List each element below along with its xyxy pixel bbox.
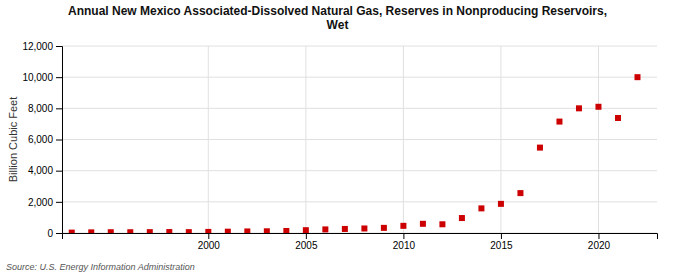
point [166,229,172,233]
tick-label: 2015 [490,240,513,251]
point [264,228,270,233]
point [478,205,484,211]
tick-mark [56,171,62,172]
title-line: Annual New Mexico Associated-Dissolved N… [68,4,607,18]
tick-label: 2000 [198,240,221,251]
grid [62,46,657,233]
grid-line [62,77,657,78]
point [361,225,367,231]
point [303,227,309,233]
point [400,223,406,229]
grid-line [62,201,657,202]
tick: 4,000 [28,165,62,176]
point [342,226,348,232]
tick-mark [56,77,62,78]
y-axis: 0 2,000 4,000 6,000 8,000 10,000 12,000 [22,41,62,239]
tick-label: 2010 [393,240,416,251]
tick-label: 4,000 [28,165,53,176]
title-line: Wet [327,18,349,32]
y-axis-title: Billion Cubic Feet [7,97,19,183]
grid-line [305,46,306,233]
tick: 12,000 [22,41,62,52]
tick: 2010 [393,233,416,251]
point [537,145,543,151]
point [556,119,562,125]
plot: 2000 2005 2010 2015 2020 0 2,000 4,000 6,000 8,00… [22,41,657,251]
tick-label: 12,000 [22,41,53,52]
point [127,229,133,233]
point [108,229,114,233]
point [420,221,426,227]
point [186,229,192,233]
point [88,229,94,233]
chart: 2000 2005 2010 2015 2020 0 2,000 4,000 6,000 8,00… [0,0,675,275]
tick-mark [56,46,62,47]
grid-line [403,46,404,233]
tick: 8,000 [28,103,62,114]
point [225,229,231,233]
tick-label: 0 [47,228,53,239]
tick-mark [56,202,62,203]
tick: 2,000 [28,197,62,208]
point [615,115,621,121]
point [69,230,75,233]
point [322,226,328,232]
point [244,228,250,233]
tick-mark [56,233,62,234]
tick: 0 [47,228,62,239]
point [576,105,582,111]
tick-label: 2,000 [28,197,53,208]
tick: 10,000 [22,72,62,83]
tick-mark [56,140,62,141]
tick-mark [501,233,502,239]
point [498,201,504,207]
grid-line [208,46,209,233]
grid-line [598,46,599,233]
tick: 6,000 [28,134,62,145]
tick: 2005 [295,233,318,251]
tick-label: 10,000 [22,72,53,83]
point [459,215,465,221]
grid-line [62,46,657,47]
tick-mark [403,233,404,239]
annotation: Source: U.S. Energy Information Administ… [6,262,195,272]
axis-line [63,234,658,240]
x-axis: 2000 2005 2010 2015 2020 [63,233,658,251]
points [69,74,641,233]
point [439,221,445,227]
tick-mark [208,233,209,239]
tick-mark [598,233,599,239]
tick: 2000 [198,233,221,251]
point [517,190,523,196]
grid-line [62,170,657,171]
tick-label: 6,000 [28,134,53,145]
point [634,74,640,80]
point [147,229,153,233]
grid-line [62,139,657,140]
tick: 2020 [588,233,611,251]
point [283,228,289,233]
tick-label: 2020 [588,240,611,251]
tick-mark [56,108,62,109]
tick-mark [306,233,307,239]
axis-line [56,47,63,234]
tick: 2015 [490,233,513,251]
tick-label: 2005 [295,240,318,251]
point [381,225,387,231]
title: Annual New Mexico Associated-Dissolved N… [68,4,607,32]
tick-label: 8,000 [28,103,53,114]
point [595,104,601,110]
point [205,229,211,233]
grid-line [62,108,657,109]
